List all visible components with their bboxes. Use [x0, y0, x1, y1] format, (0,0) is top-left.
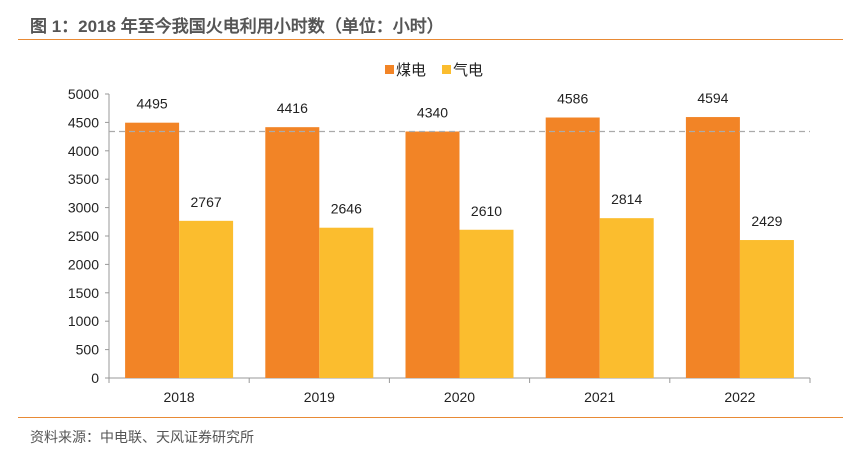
source-note: 资料来源：中电联、天风证券研究所 [30, 429, 254, 445]
y-tick-label: 2500 [68, 228, 99, 244]
bar-gas [179, 220, 234, 378]
data-label: 4586 [557, 91, 588, 107]
y-tick-label: 3000 [68, 200, 99, 216]
data-label: 4495 [137, 96, 168, 112]
data-label: 2429 [751, 213, 782, 229]
y-tick-label: 2000 [68, 256, 99, 272]
y-tick-label: 5000 [68, 86, 99, 102]
y-tick-label: 4500 [68, 114, 99, 130]
bar-gas [459, 229, 514, 378]
data-label: 4594 [697, 90, 728, 106]
bar-gas [739, 240, 794, 378]
source-divider [18, 417, 843, 418]
x-tick-label: 2020 [444, 389, 475, 405]
data-label: 2814 [611, 191, 642, 207]
bar-coal [125, 122, 180, 379]
y-tick-label: 1500 [68, 285, 99, 301]
bar-gas [319, 227, 374, 378]
y-tick-label: 3500 [68, 171, 99, 187]
legend-label: 煤电 [396, 62, 426, 79]
bar-coal [685, 117, 740, 379]
x-tick-label: 2021 [584, 389, 615, 405]
bar-coal [265, 127, 320, 378]
bar-coal [545, 117, 600, 378]
legend-swatch [442, 65, 451, 74]
title-divider [18, 39, 843, 40]
y-tick-label: 0 [91, 370, 99, 386]
data-label: 4340 [417, 104, 448, 120]
x-tick-label: 2018 [164, 389, 195, 405]
data-label: 2610 [471, 203, 502, 219]
legend-label: 气电 [453, 62, 483, 79]
x-tick-label: 2022 [724, 389, 755, 405]
figure-title: 图 1：2018 年至今我国火电利用小时数（单位：小时） [30, 17, 444, 36]
x-tick-label: 2019 [304, 389, 335, 405]
y-tick-label: 4000 [68, 143, 99, 159]
bar-gas [599, 218, 654, 378]
y-tick-label: 500 [76, 342, 100, 358]
bar-coal [405, 131, 460, 378]
data-label: 2646 [331, 201, 362, 217]
legend-swatch [385, 65, 394, 74]
data-label: 2767 [191, 194, 222, 210]
data-label: 4416 [277, 100, 308, 116]
y-tick-label: 1000 [68, 313, 99, 329]
